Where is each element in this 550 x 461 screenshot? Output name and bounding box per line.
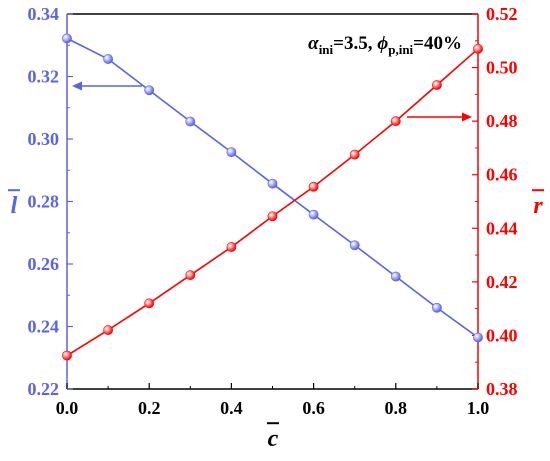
x-tick-label: 0.2 [138, 398, 161, 418]
left-y-axis-label: l [11, 193, 18, 219]
annotation-part: =40% [413, 33, 462, 54]
axes: 0.0 0.2 0.4 0.6 0.8 1.0 0.22 0.24 0.26 0.28 0.30 0.… [28, 4, 518, 418]
axis-labels: c l r [8, 189, 544, 452]
data-point-l [308, 209, 319, 220]
left-axis-arrowhead [72, 81, 82, 91]
data-point-r [226, 242, 237, 252]
data-point-l [267, 178, 278, 189]
data-point-l [473, 332, 483, 343]
x-tick-label: 0.4 [220, 398, 243, 418]
annotation-part: p,ini [388, 42, 413, 57]
annotation-part: α [308, 33, 319, 54]
right-y-tick-label: 0.46 [486, 165, 518, 185]
left-y-tick-label: 0.24 [28, 317, 60, 337]
series-points [62, 33, 483, 361]
data-point-r [431, 80, 442, 90]
left-y-tick-label: 0.26 [28, 254, 60, 274]
data-point-l [390, 271, 401, 282]
right-y-tick-label: 0.40 [486, 325, 518, 345]
axis-arrows [72, 81, 472, 122]
x-axis-label: c [268, 426, 279, 452]
right-y-axis-label: r [533, 193, 543, 219]
left-y-tick-label: 0.28 [28, 192, 60, 212]
right-axis-arrowhead [462, 112, 472, 122]
data-point-l [226, 147, 237, 158]
data-point-l [185, 116, 196, 127]
series-line-r [66, 48, 479, 357]
annotation-part: =3.5, [333, 33, 377, 54]
right-y-tick-label: 0.48 [486, 111, 518, 131]
data-point-r [103, 325, 113, 335]
data-point-r [349, 149, 360, 160]
right-y-tick-label: 0.50 [486, 58, 518, 78]
right-y-tick-label: 0.44 [486, 218, 518, 238]
data-point-l [144, 85, 155, 96]
x-tick-label: 0.6 [302, 398, 325, 418]
data-point-l [103, 54, 113, 64]
right-y-tick-label: 0.38 [486, 379, 518, 399]
left-y-tick-label: 0.30 [28, 129, 60, 149]
left-y-tick-label: 0.22 [28, 379, 60, 399]
data-point-r [144, 298, 155, 309]
chart-annotation: αini=3.5, ϕp,ini=40% [308, 33, 462, 57]
data-point-r [390, 116, 401, 127]
left-y-tick-label: 0.32 [28, 67, 60, 87]
annotation-part: ϕ [377, 33, 388, 54]
right-y-tick-label: 0.42 [486, 272, 518, 292]
x-tick-label: 1.0 [467, 398, 490, 418]
right-y-tick-label: 0.52 [486, 4, 518, 24]
x-tick-label: 0.0 [56, 398, 79, 418]
data-point-l [431, 302, 442, 313]
x-tick-label: 0.8 [385, 398, 408, 418]
data-point-r [308, 181, 319, 192]
data-point-l [349, 240, 360, 251]
data-point-r [473, 43, 483, 54]
left-y-tick-label: 0.34 [28, 4, 60, 24]
data-point-r [62, 350, 72, 361]
data-point-l [62, 33, 72, 44]
data-point-r [267, 211, 278, 222]
annotation-part: ini [319, 42, 334, 57]
data-point-r [185, 270, 196, 281]
